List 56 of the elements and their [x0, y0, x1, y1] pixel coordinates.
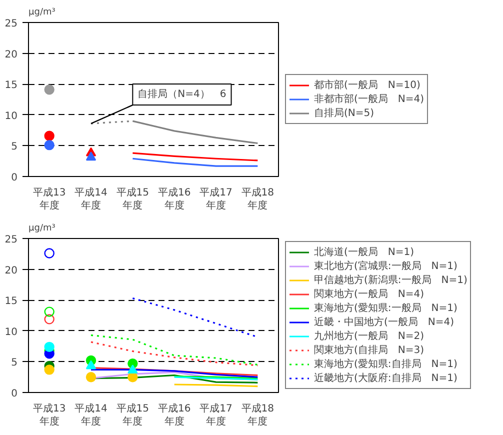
- x-tick-label: 平成17年度: [200, 186, 232, 212]
- point: [44, 84, 54, 95]
- y-tick-label: 25: [4, 18, 18, 30]
- point: [128, 372, 138, 382]
- legend-label: 関東地方(一般局 N=4): [314, 288, 424, 301]
- y-tick-label: 5: [11, 358, 18, 369]
- legend-label: 東北地方(宮城県:一般局 N=1): [314, 260, 458, 273]
- legend-label: 関東地方(自排局 N=3): [314, 344, 424, 357]
- point: [44, 342, 54, 352]
- legend-label: 近畿地方(大阪府:自排局 N=1): [314, 372, 458, 385]
- y-tick-label: 15: [4, 80, 18, 92]
- y-tick-label: 5: [11, 142, 18, 153]
- y-tick-label: 15: [4, 296, 18, 308]
- point: [44, 364, 54, 375]
- point: [128, 364, 138, 374]
- line-series: [90, 334, 258, 366]
- y-tick-label: 25: [4, 234, 18, 246]
- legend-label: 北海道(一般局 N=1): [314, 246, 414, 259]
- y-tick-label: 20: [4, 265, 18, 276]
- point: [86, 152, 96, 161]
- x-tick-label: 平成18年度: [241, 402, 274, 428]
- legend-label: 近畿・中国地方(一般局 N=4): [314, 316, 454, 329]
- y-tick-label: 10: [4, 110, 18, 122]
- point: [44, 140, 54, 150]
- legend-label: 都市部(一般局 N=10): [314, 78, 420, 92]
- line-series: [132, 152, 258, 162]
- x-tick-label: 平成13年度: [32, 402, 66, 428]
- y-tick-label: 0: [11, 172, 18, 184]
- point: [44, 130, 54, 141]
- point: [44, 248, 54, 258]
- x-tick-label: 平成17年度: [200, 402, 232, 428]
- point: [86, 360, 96, 370]
- y-tick-label: 0: [11, 388, 18, 400]
- point: [44, 314, 54, 324]
- x-tick-label: 平成14年度: [74, 186, 108, 212]
- legend-label: 東海地方(愛知県:自排局 N=1): [314, 358, 458, 371]
- x-tick-label: 平成15年度: [116, 402, 150, 428]
- legend-label: 九州地方(一般局 N=2): [314, 330, 424, 343]
- legend-label: 非都市部(一般局 N=4): [314, 92, 424, 106]
- legend-label: 甲信越地方(新潟県:一般局 N=1): [314, 274, 468, 287]
- legend-label: 自排局(N=5): [314, 106, 374, 120]
- annotation: 自排局（N=4） 6: [138, 88, 226, 100]
- y-axis-title: μg/m³: [28, 224, 56, 234]
- y-axis-title: μg/m³: [28, 8, 56, 18]
- x-tick-label: 平成13年度: [32, 186, 66, 212]
- x-tick-label: 平成16年度: [158, 402, 191, 428]
- point: [86, 372, 96, 382]
- line-series: [90, 341, 258, 366]
- x-tick-label: 平成15年度: [116, 186, 150, 212]
- y-tick-label: 20: [4, 49, 18, 60]
- x-tick-label: 平成18年度: [241, 186, 274, 212]
- point: [44, 306, 54, 317]
- y-tick-label: 10: [4, 326, 18, 338]
- x-tick-label: 平成16年度: [158, 186, 191, 212]
- legend-label: 東海地方(愛知県:一般局 N=1): [314, 302, 458, 315]
- x-tick-label: 平成14年度: [74, 402, 108, 428]
